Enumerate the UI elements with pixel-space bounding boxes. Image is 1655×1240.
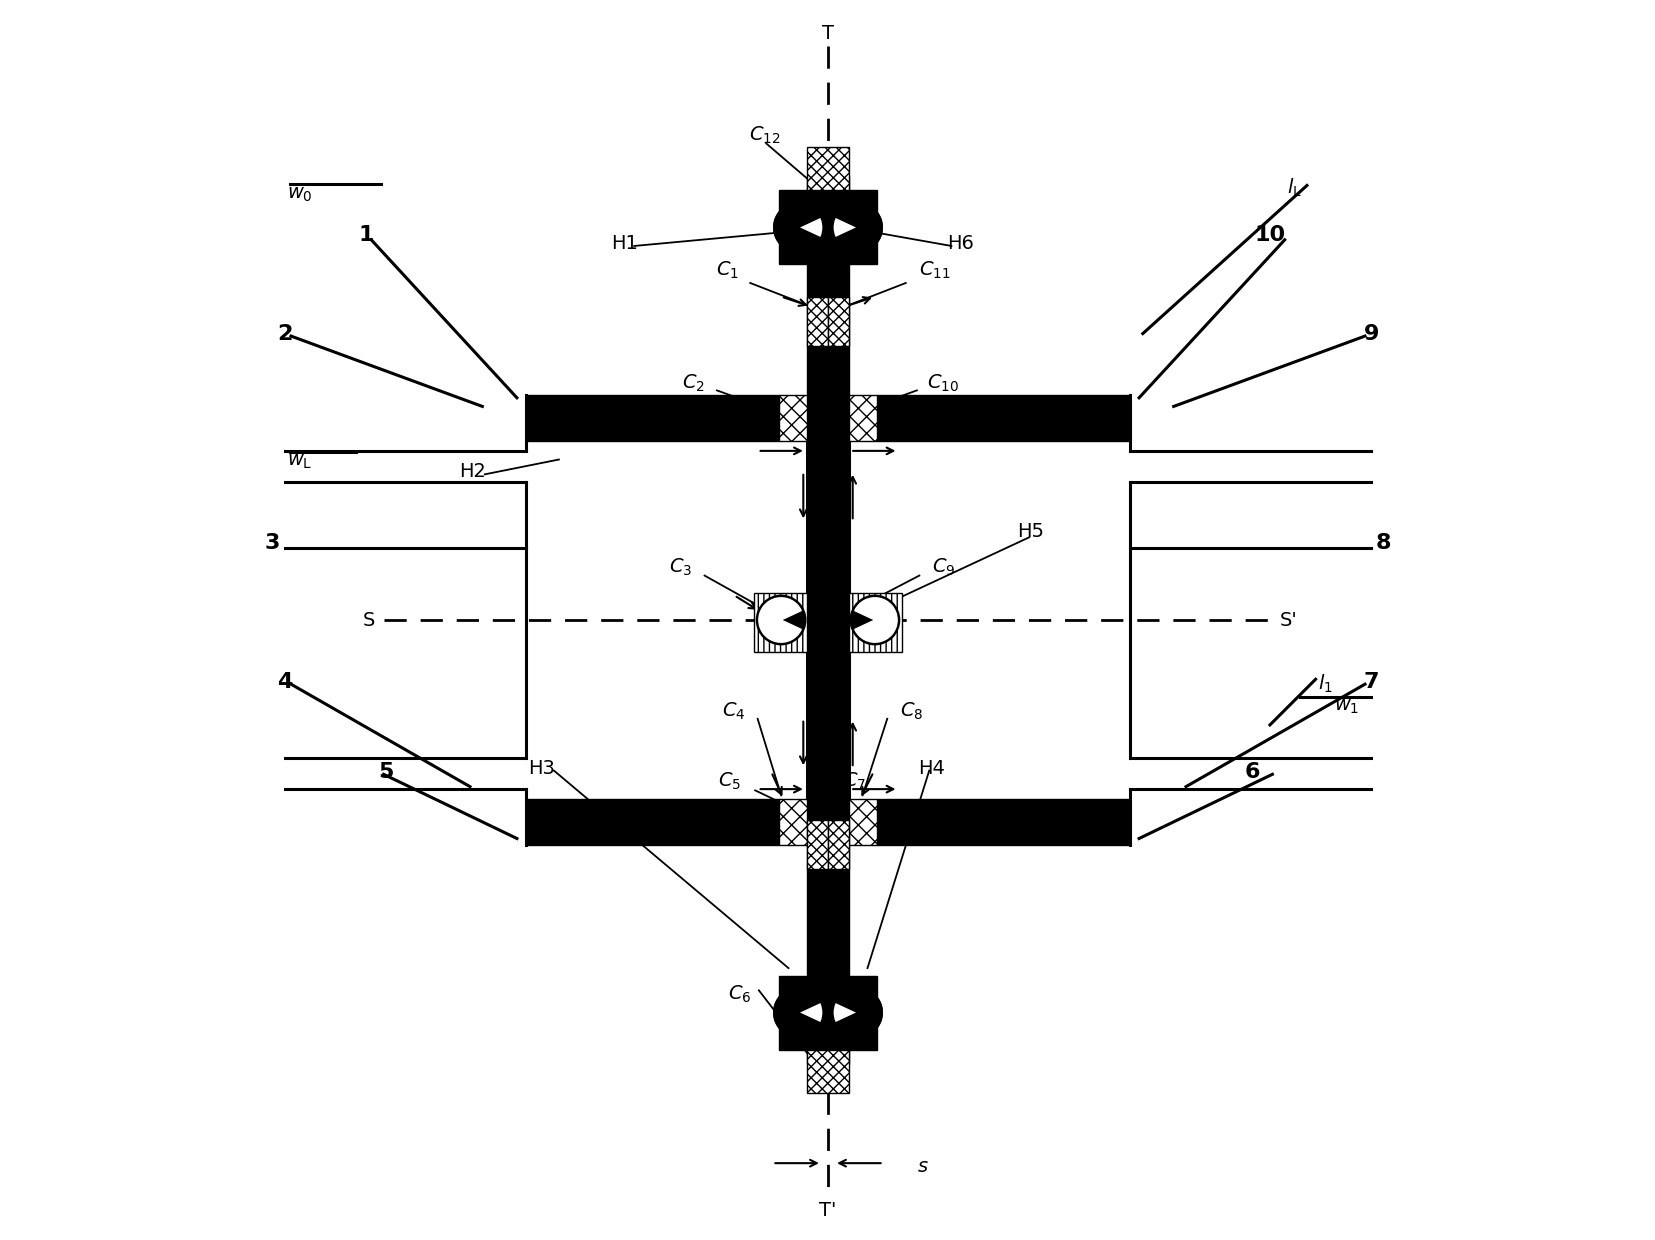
Wedge shape xyxy=(834,988,882,1037)
Text: $C_{7}$: $C_{7}$ xyxy=(842,771,866,792)
Text: T': T' xyxy=(819,1200,836,1220)
Bar xyxy=(828,820,849,869)
Text: $C_{3}$: $C_{3}$ xyxy=(669,557,692,578)
Text: $s$: $s$ xyxy=(917,1157,928,1177)
Bar xyxy=(806,820,828,869)
Text: H6: H6 xyxy=(947,234,973,253)
Bar xyxy=(806,296,828,346)
Bar xyxy=(778,191,877,264)
Text: 5: 5 xyxy=(377,761,394,782)
Bar xyxy=(849,799,877,844)
Text: $l_\mathrm{L}$: $l_\mathrm{L}$ xyxy=(1286,177,1301,200)
Text: $C_{8}$: $C_{8}$ xyxy=(899,701,922,722)
Bar xyxy=(877,396,1130,441)
Text: 1: 1 xyxy=(359,224,374,244)
Bar xyxy=(778,799,806,844)
Text: P1: P1 xyxy=(584,401,607,419)
Text: S': S' xyxy=(1279,610,1296,630)
Text: 7: 7 xyxy=(1362,672,1379,692)
Wedge shape xyxy=(773,988,821,1037)
Text: S: S xyxy=(362,610,374,630)
Wedge shape xyxy=(773,203,821,252)
Text: $C_{12}$: $C_{12}$ xyxy=(748,124,780,145)
Text: H3: H3 xyxy=(528,759,554,777)
Bar xyxy=(778,976,877,1049)
Bar xyxy=(806,176,849,1064)
Bar xyxy=(806,1049,849,1092)
Bar xyxy=(849,396,877,441)
Text: $C_{9}$: $C_{9}$ xyxy=(932,557,955,578)
Text: $C_{5}$: $C_{5}$ xyxy=(718,771,741,792)
Text: $w_\mathrm{L}$: $w_\mathrm{L}$ xyxy=(286,453,313,471)
Text: P2': P2' xyxy=(1049,812,1079,831)
Bar xyxy=(877,799,1130,844)
Text: $w_1$: $w_1$ xyxy=(1334,697,1359,715)
Text: 8: 8 xyxy=(1375,533,1390,553)
Circle shape xyxy=(832,988,882,1037)
Text: 9: 9 xyxy=(1362,324,1379,343)
Text: $l_1$: $l_1$ xyxy=(1317,673,1332,696)
Bar xyxy=(849,593,902,652)
Text: $w_0$: $w_0$ xyxy=(286,185,313,203)
Text: P1': P1' xyxy=(576,812,606,831)
Circle shape xyxy=(773,203,823,252)
Circle shape xyxy=(773,988,823,1037)
Text: H2: H2 xyxy=(458,463,485,481)
Text: $C_{10}$: $C_{10}$ xyxy=(927,372,958,393)
Text: $C_{2}$: $C_{2}$ xyxy=(682,372,703,393)
Wedge shape xyxy=(854,598,897,642)
Text: 3: 3 xyxy=(265,533,280,553)
Bar xyxy=(753,593,806,652)
Text: P2: P2 xyxy=(1048,401,1071,419)
Text: $C_{1}$: $C_{1}$ xyxy=(715,260,738,281)
Text: $C_{4}$: $C_{4}$ xyxy=(722,701,745,722)
Text: T: T xyxy=(821,24,834,43)
Text: 10: 10 xyxy=(1253,224,1284,244)
Bar xyxy=(525,799,778,844)
Circle shape xyxy=(756,595,806,645)
Text: H1: H1 xyxy=(611,234,637,253)
Wedge shape xyxy=(834,203,882,252)
Text: $C_{6}$: $C_{6}$ xyxy=(728,983,751,1004)
Text: 6: 6 xyxy=(1245,761,1259,782)
Bar xyxy=(806,148,849,191)
Text: H4: H4 xyxy=(919,759,945,777)
Bar xyxy=(525,396,778,441)
Text: 2: 2 xyxy=(276,324,293,343)
Circle shape xyxy=(832,203,882,252)
Wedge shape xyxy=(758,598,801,642)
Text: $C_{11}$: $C_{11}$ xyxy=(919,260,950,281)
Text: 4: 4 xyxy=(276,672,293,692)
Circle shape xyxy=(849,595,899,645)
Bar xyxy=(778,396,806,441)
Bar xyxy=(828,296,849,346)
Text: H5: H5 xyxy=(1016,522,1043,541)
